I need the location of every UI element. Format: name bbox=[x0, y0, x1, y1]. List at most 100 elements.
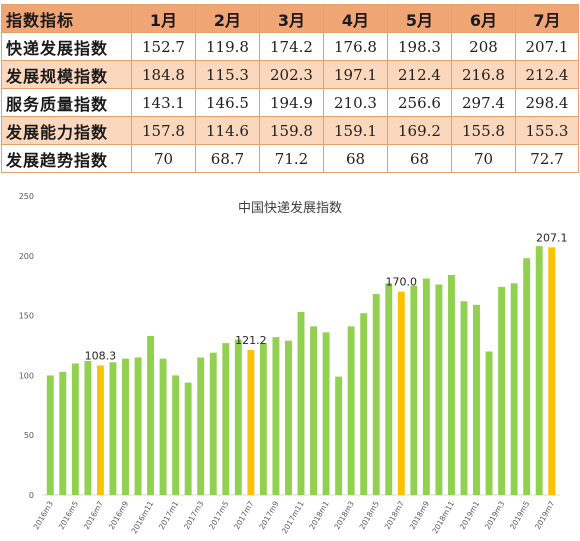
table-row: 发展能力指数 157.8 114.6 159.8 159.1 169.2 155.8 155.… bbox=[1, 116, 579, 145]
header-cell: 7月 bbox=[515, 4, 579, 33]
x-tick-label: 2018m1 bbox=[307, 499, 330, 531]
value-cell: 197.1 bbox=[323, 60, 388, 89]
data-label: 108.3 bbox=[85, 349, 117, 362]
value-cell: 202.3 bbox=[259, 60, 324, 89]
x-tick-label: 2019m1 bbox=[458, 499, 481, 531]
y-tick-label: 50 bbox=[24, 431, 34, 440]
bar bbox=[247, 350, 255, 495]
x-tick-label: 2016m7 bbox=[82, 499, 105, 531]
value-cell: 155.8 bbox=[451, 116, 516, 145]
data-labels: 108.3 121.2 170.0 207.1 bbox=[85, 231, 568, 362]
value-cell: 143.1 bbox=[131, 88, 196, 117]
header-cell: 4月 bbox=[323, 4, 388, 33]
x-tick-label: 2017m5 bbox=[207, 499, 230, 531]
bar bbox=[159, 358, 167, 495]
bar bbox=[184, 382, 192, 495]
bar bbox=[347, 326, 355, 495]
data-label: 121.2 bbox=[235, 334, 267, 347]
value-cell: 184.8 bbox=[131, 60, 196, 89]
x-tick-label: 2018m9 bbox=[408, 499, 431, 531]
bar bbox=[485, 351, 493, 495]
chart-title: 中国快递发展指数 bbox=[238, 200, 342, 216]
value-cell: 298.4 bbox=[515, 88, 579, 117]
value-cell: 155.3 bbox=[515, 116, 579, 145]
bar bbox=[422, 278, 430, 495]
row-label: 发展能力指数 bbox=[1, 116, 132, 145]
header-cell: 2月 bbox=[195, 4, 260, 33]
bar bbox=[147, 335, 155, 495]
data-label: 207.1 bbox=[536, 231, 568, 244]
bar bbox=[222, 343, 230, 495]
bar bbox=[84, 361, 92, 495]
x-tick-label: 2016m9 bbox=[107, 499, 130, 531]
bar bbox=[46, 375, 54, 495]
value-cell: 152.7 bbox=[131, 32, 196, 61]
value-cell: 207.1 bbox=[515, 32, 579, 61]
x-tick-label: 2017m1 bbox=[157, 499, 180, 531]
table-row: 发展规模指数 184.8 115.3 202.3 197.1 212.4 216.8 212.… bbox=[1, 60, 579, 89]
value-cell: 68 bbox=[323, 144, 388, 173]
x-tick-label: 2018m5 bbox=[358, 499, 381, 531]
value-cell: 159.8 bbox=[259, 116, 324, 145]
bar bbox=[473, 304, 480, 495]
bar bbox=[259, 343, 267, 495]
bar bbox=[59, 371, 67, 495]
x-tick-label: 2019m7 bbox=[533, 499, 556, 531]
x-tick-label: 2018m7 bbox=[383, 499, 406, 531]
bar bbox=[435, 284, 443, 495]
bar bbox=[523, 258, 531, 495]
y-axis-ticks: 0 50 100 150 200 250 bbox=[19, 192, 34, 500]
value-cell: 157.8 bbox=[131, 116, 196, 145]
bar bbox=[96, 365, 104, 495]
value-cell: 194.9 bbox=[259, 88, 324, 117]
bar bbox=[197, 357, 205, 495]
bar bbox=[297, 312, 305, 495]
header-cell: 6月 bbox=[451, 4, 516, 33]
value-cell: 68.7 bbox=[195, 144, 260, 173]
value-cell: 212.4 bbox=[387, 60, 452, 89]
x-tick-label: 2018m3 bbox=[333, 499, 356, 531]
bar bbox=[535, 246, 543, 495]
bar bbox=[498, 286, 506, 495]
y-tick-label: 0 bbox=[29, 491, 34, 500]
x-tick-label: 2017m11 bbox=[280, 499, 306, 535]
bar bbox=[385, 283, 393, 495]
bar bbox=[310, 326, 317, 495]
value-cell: 70 bbox=[131, 144, 196, 173]
bar bbox=[71, 363, 79, 495]
bar bbox=[460, 301, 468, 495]
x-tick-label: 2017m7 bbox=[232, 499, 255, 531]
value-cell: 70 bbox=[451, 144, 516, 173]
bar bbox=[360, 313, 368, 495]
value-cell: 210.3 bbox=[323, 88, 388, 117]
x-tick-label: 2019m3 bbox=[483, 499, 506, 531]
value-cell: 115.3 bbox=[195, 60, 260, 89]
value-cell: 119.8 bbox=[195, 32, 260, 61]
value-cell: 71.2 bbox=[259, 144, 324, 173]
table-header-row: 指数指标 1月 2月 3月 4月 5月 6月 7月 bbox=[1, 4, 579, 33]
value-cell: 208 bbox=[451, 32, 516, 61]
y-tick-label: 150 bbox=[19, 312, 34, 321]
data-label: 170.0 bbox=[386, 276, 418, 289]
bar bbox=[510, 283, 518, 495]
bar bbox=[447, 274, 455, 495]
table-row: 快递发展指数 152.7 119.8 174.2 176.8 198.3 208 207.1 bbox=[1, 32, 579, 61]
row-label: 发展规模指数 bbox=[1, 60, 132, 89]
bar bbox=[234, 339, 242, 495]
header-cell: 指数指标 bbox=[1, 4, 132, 33]
value-cell: 297.4 bbox=[451, 88, 516, 117]
bar bbox=[410, 285, 418, 495]
bar bbox=[272, 337, 280, 495]
x-tick-label: 2017m3 bbox=[182, 499, 205, 531]
table-row: 发展趋势指数 70 68.7 71.2 68 68 70 72.7 bbox=[1, 144, 579, 173]
header-cell: 3月 bbox=[259, 4, 324, 33]
bar bbox=[285, 340, 292, 495]
x-tick-label: 2016m11 bbox=[130, 499, 156, 535]
row-label: 服务质量指数 bbox=[1, 88, 132, 117]
bar bbox=[397, 291, 405, 495]
value-cell: 256.6 bbox=[387, 88, 452, 117]
value-cell: 174.2 bbox=[259, 32, 324, 61]
value-cell: 216.8 bbox=[451, 60, 516, 89]
bar bbox=[322, 332, 330, 495]
x-tick-label: 2018m11 bbox=[430, 499, 456, 535]
